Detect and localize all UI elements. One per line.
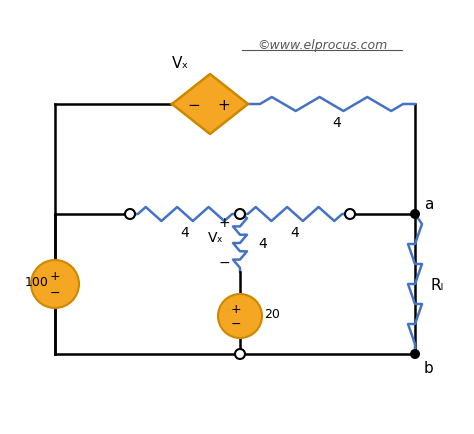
Text: 4: 4 bbox=[332, 116, 341, 130]
Text: −: − bbox=[218, 256, 230, 270]
Circle shape bbox=[235, 210, 245, 220]
Circle shape bbox=[125, 210, 135, 220]
Circle shape bbox=[235, 349, 245, 359]
Text: 4: 4 bbox=[258, 237, 267, 250]
Text: a: a bbox=[424, 197, 434, 212]
Text: +: + bbox=[218, 216, 230, 230]
Text: 4: 4 bbox=[291, 226, 300, 240]
Text: −: − bbox=[50, 286, 60, 299]
Text: +: + bbox=[231, 303, 241, 316]
Text: ©www.elprocus.com: ©www.elprocus.com bbox=[257, 39, 387, 51]
Text: Vₓ: Vₓ bbox=[172, 56, 189, 70]
Text: Vₓ: Vₓ bbox=[208, 230, 224, 244]
Text: 20: 20 bbox=[264, 308, 280, 321]
Text: −: − bbox=[231, 317, 241, 330]
Text: 100: 100 bbox=[25, 276, 49, 289]
Text: −: − bbox=[188, 97, 201, 112]
Circle shape bbox=[410, 349, 420, 359]
Circle shape bbox=[410, 210, 420, 220]
Text: Rₗ: Rₗ bbox=[431, 277, 444, 292]
Circle shape bbox=[218, 294, 262, 338]
Text: +: + bbox=[218, 97, 230, 112]
Polygon shape bbox=[172, 75, 248, 135]
Text: b: b bbox=[424, 361, 434, 376]
Text: +: + bbox=[50, 270, 60, 283]
Circle shape bbox=[31, 260, 79, 308]
Text: 4: 4 bbox=[181, 226, 190, 240]
Circle shape bbox=[345, 210, 355, 220]
